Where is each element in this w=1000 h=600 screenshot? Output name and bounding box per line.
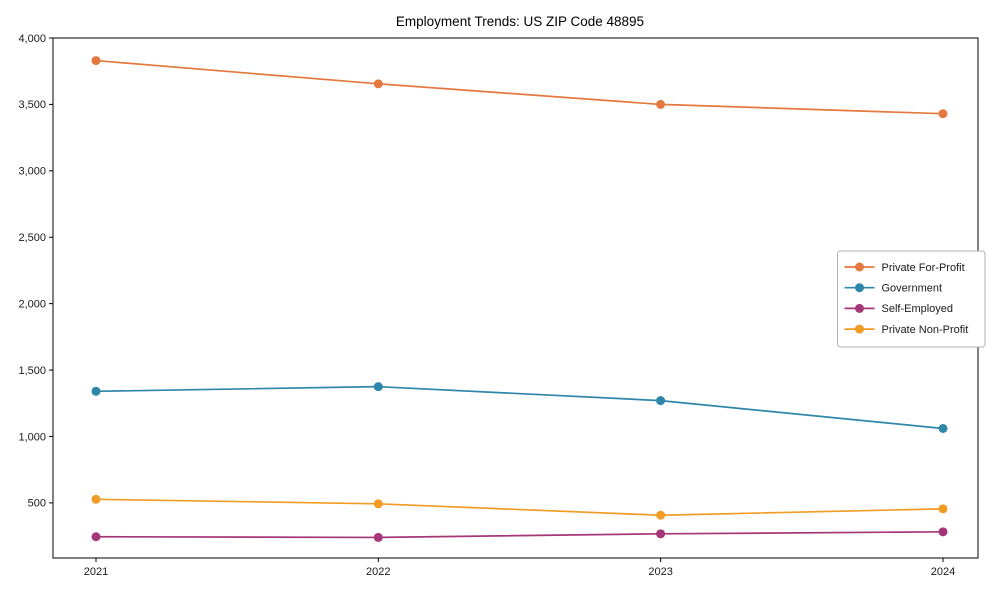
legend-label-private-for-profit: Private For-Profit [882,262,965,274]
legend: Private For-Profit Government Self-Employe… [837,250,986,348]
marker-private-for-profit [373,79,383,89]
line-private-non-profit [95,498,944,517]
marker-self-employed [91,532,101,542]
marker-private-non-profit [938,504,948,514]
legend-label-self-employed: Self-Employed [882,303,954,315]
y-axis-tick-label: 1,000 [18,431,46,443]
legend-label-private-non-profit: Private Non-Profit [882,324,969,336]
y-axis-tick-label: 500 [28,498,46,510]
legend-marker [855,283,864,293]
legend-box [837,250,986,348]
marker-self-employed [373,532,383,542]
x-axis-tick-label: 2021 [84,566,108,578]
legend-label-government: Government [882,283,943,295]
series-lines [91,56,948,542]
marker-private-for-profit [91,56,101,66]
y-axis-tick-label: 1,500 [18,365,46,377]
y-axis-tick-label: 2,000 [18,298,46,310]
marker-government [656,396,666,406]
marker-government [938,423,948,433]
y-axis-tick-label: 4,000 [18,33,46,45]
legend-marker [855,303,864,313]
x-axis-tick-label: 2024 [931,566,955,578]
marker-private-for-profit [656,99,666,109]
marker-private-non-profit [91,494,101,504]
marker-self-employed [656,529,666,539]
x-axis-tick-label: 2023 [648,566,672,578]
marker-private-non-profit [373,499,383,509]
legend-marker [855,324,864,334]
y-axis-tick-label: 3,500 [18,99,46,111]
marker-government [373,382,383,392]
x-axis-tick-label: 2022 [366,566,390,578]
marker-government [91,386,101,396]
y-axis-tick-label: 2,500 [18,232,46,244]
y-axis-tick-label: 3,000 [18,166,46,178]
chart-title: Employment Trends: US ZIP Code 48895 [396,14,644,29]
line-private-for-profit [95,59,944,115]
marker-self-employed [938,527,948,537]
line-government [95,385,944,430]
axes: 500 1,000 1,500 2,000 2,500 3,000 3,500 4,000 20… [18,33,979,578]
line-self-employed [95,530,944,539]
marker-private-non-profit [656,510,666,520]
legend-marker [855,262,864,272]
marker-private-for-profit [938,109,948,119]
